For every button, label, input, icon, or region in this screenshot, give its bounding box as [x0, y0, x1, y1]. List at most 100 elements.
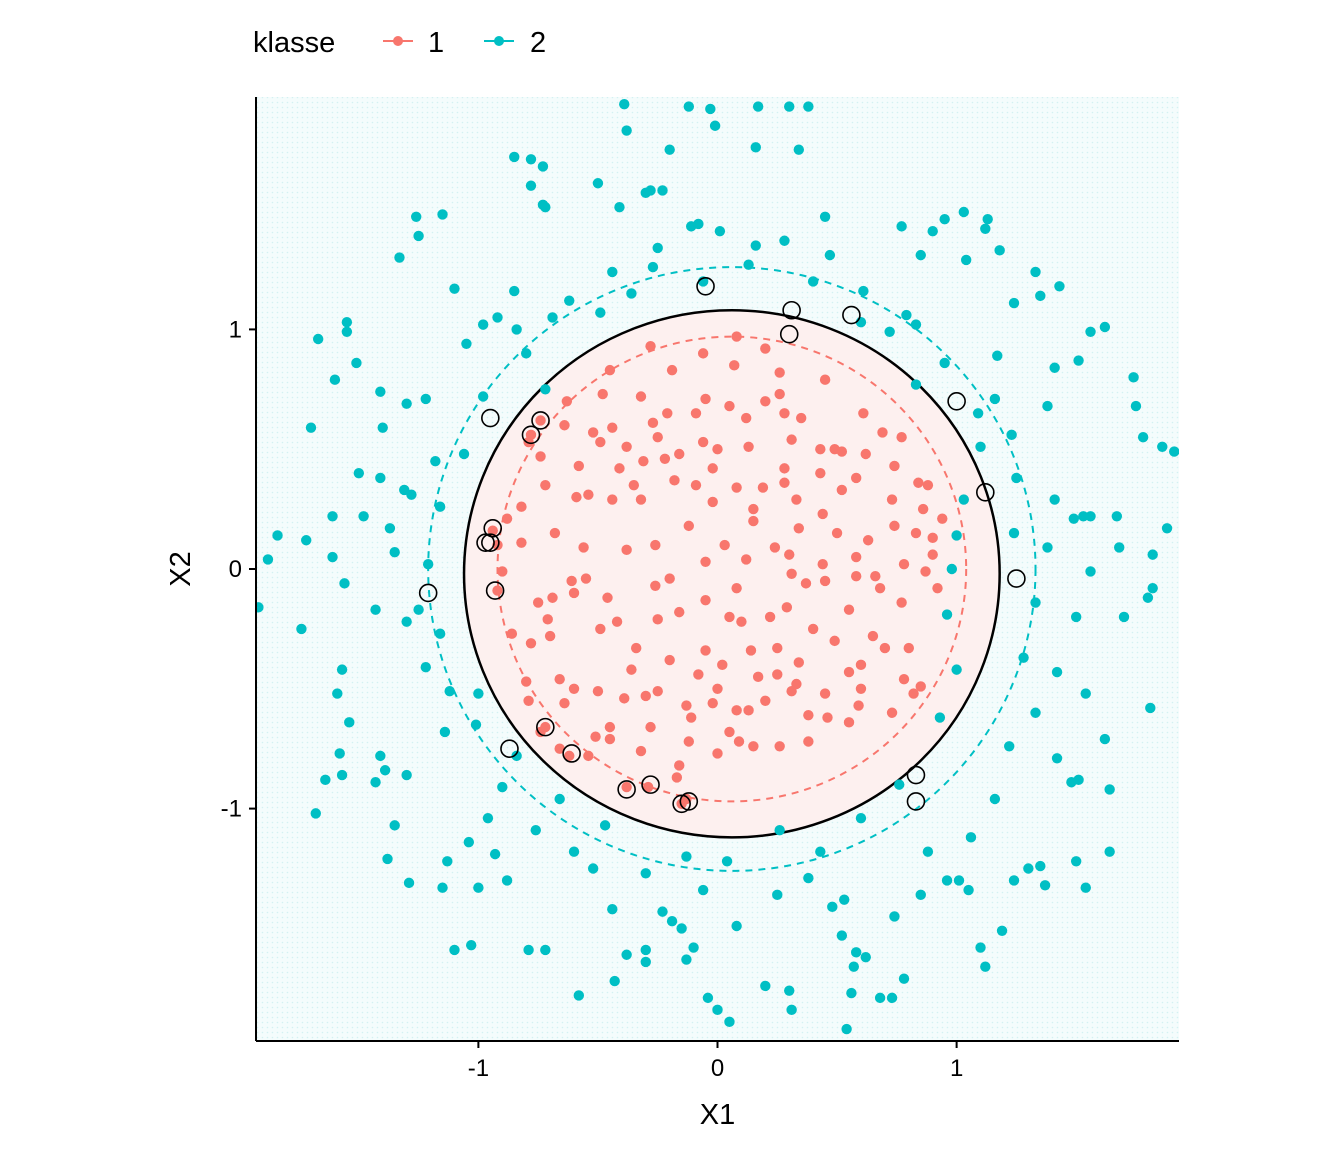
legend-label-1: 1	[428, 27, 444, 59]
point-class-2	[1030, 707, 1041, 718]
point-class-2	[296, 623, 307, 635]
point-class-1	[731, 582, 742, 594]
point-class-2	[370, 604, 381, 615]
support-vector-marker	[485, 581, 505, 600]
y-axis-ticks: -1 0 1	[221, 316, 256, 823]
point-class-2	[1080, 882, 1091, 893]
point-class-2	[358, 511, 369, 522]
point-class-2	[420, 662, 431, 673]
point-class-2	[645, 185, 656, 196]
point-class-1	[743, 705, 754, 716]
point-class-2	[568, 846, 580, 857]
point-class-1	[681, 700, 692, 711]
point-class-1	[822, 712, 833, 723]
point-class-1	[559, 420, 570, 431]
point-class-1	[674, 760, 685, 771]
point-class-2	[803, 101, 814, 112]
point-class-2	[401, 398, 412, 409]
point-class-2	[975, 942, 986, 953]
point-class-2	[779, 235, 790, 246]
point-class-1	[874, 582, 886, 594]
point-class-1	[638, 455, 649, 467]
point-class-1	[690, 408, 702, 419]
point-class-2	[1147, 549, 1158, 560]
point-class-2	[301, 535, 312, 546]
point-class-2	[434, 628, 446, 639]
point-class-1	[772, 669, 783, 680]
point-class-1	[896, 597, 907, 608]
point-class-2	[1118, 611, 1130, 623]
point-class-1	[850, 472, 862, 484]
point-class-2	[329, 374, 341, 385]
point-class-2	[463, 836, 475, 848]
point-class-1	[740, 412, 752, 424]
point-class-2	[685, 221, 697, 232]
point-class-1	[712, 748, 723, 759]
point-class-1	[815, 467, 826, 479]
point-class-1	[628, 479, 640, 491]
point-class-1	[831, 527, 843, 539]
legend: klasse 1 2	[253, 27, 546, 59]
point-class-2	[1099, 321, 1111, 333]
point-class-2	[525, 154, 537, 165]
support-vector-marker	[481, 533, 500, 552]
point-class-2	[640, 868, 651, 879]
point-class-1	[769, 542, 781, 553]
point-class-2	[382, 853, 393, 865]
point-class-1	[492, 585, 503, 596]
point-class-1	[719, 539, 730, 551]
point-class-1	[731, 331, 742, 342]
point-class-1	[757, 482, 769, 493]
point-class-2	[980, 961, 991, 972]
point-class-1	[535, 726, 546, 738]
point-class-2	[547, 312, 558, 323]
point-class-2	[595, 307, 606, 318]
point-class-2	[705, 103, 716, 115]
point-class-2	[1049, 494, 1060, 505]
point-class-1	[910, 527, 922, 539]
point-class-1	[707, 463, 718, 474]
point-class-1	[697, 348, 709, 359]
point-class-2	[1051, 666, 1063, 678]
point-class-1	[843, 666, 855, 678]
point-class-2	[540, 944, 551, 956]
point-class-2	[434, 501, 446, 512]
point-class-2	[898, 973, 910, 984]
point-class-2	[312, 333, 324, 345]
point-class-2	[437, 209, 448, 220]
point-class-1	[815, 444, 826, 455]
point-class-1	[566, 575, 577, 587]
point-class-2	[332, 688, 343, 699]
point-class-2	[1049, 362, 1060, 373]
point-class-2	[256, 602, 264, 613]
point-class-2	[458, 448, 470, 460]
point-class-2	[1085, 511, 1096, 522]
point-class-2	[1035, 860, 1046, 872]
point-class-1	[604, 721, 616, 733]
support-vector-marker	[418, 583, 438, 603]
point-class-1	[690, 479, 702, 491]
point-class-2	[946, 563, 958, 575]
x-tick-label: 0	[711, 1055, 724, 1082]
support-vector-marker	[782, 300, 801, 320]
point-class-2	[896, 221, 907, 232]
point-class-2	[915, 249, 926, 261]
point-class-1	[731, 705, 742, 716]
point-class-2	[1161, 523, 1173, 534]
support-vector-marker	[906, 765, 926, 785]
point-class-2	[540, 202, 551, 213]
point-class-2	[422, 559, 434, 570]
point-class-2	[666, 916, 678, 927]
point-class-2	[379, 765, 391, 776]
point-class-1	[748, 503, 759, 515]
point-class-2	[413, 230, 424, 242]
point-class-2	[760, 980, 771, 992]
point-class-1	[630, 642, 642, 654]
point-class-2	[525, 180, 537, 191]
point-class-2	[470, 719, 482, 730]
point-class-2	[1104, 784, 1115, 795]
point-class-1	[920, 566, 931, 577]
point-class-2	[1011, 472, 1022, 484]
point-class-1	[898, 674, 910, 685]
point-class-1	[855, 659, 867, 671]
